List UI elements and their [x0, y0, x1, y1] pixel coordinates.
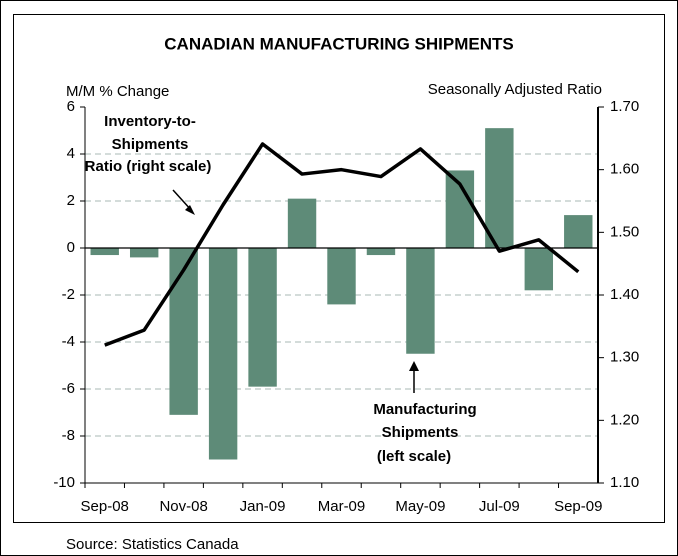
bar	[208, 248, 238, 460]
bar	[129, 248, 159, 258]
x-tick-label: Jan-09	[240, 498, 286, 515]
line	[104, 142, 580, 347]
x-tick-label: Nov-08	[159, 498, 207, 515]
y2-tick-label: 1.30	[610, 349, 639, 366]
annotation: Shipments	[112, 136, 189, 153]
y-tick-label: -10	[53, 474, 75, 491]
annotation: Inventory-to-	[104, 113, 196, 130]
y2-tick-label: 1.40	[610, 286, 639, 303]
y-tick-label: 0	[67, 239, 75, 256]
annotation: Shipments	[382, 424, 459, 441]
y2-tick-label: 1.20	[610, 411, 639, 428]
y2-axis-label: Seasonally Adjusted Ratio	[428, 81, 602, 98]
chart-frame	[13, 14, 665, 523]
annotation: (left scale)	[377, 448, 451, 465]
x-tick-label: May-09	[395, 498, 445, 515]
bar	[169, 248, 198, 415]
bar	[90, 248, 119, 256]
y-tick-label: -6	[62, 380, 75, 397]
bar	[485, 128, 514, 248]
bar	[524, 248, 554, 291]
x-tick-label: Sep-09	[554, 498, 602, 515]
y-tick-label: -8	[62, 427, 75, 444]
annotation: Manufacturing	[373, 401, 476, 418]
y-tick-label: -4	[62, 333, 75, 350]
plot: -10 -8 -6 -4 -2 0 2 4 6 1.10 1.20 1.30 1.40 1.50 1.60 1…	[53, 98, 639, 515]
y-axis-label: M/M % Change	[66, 83, 169, 100]
bar	[564, 215, 593, 248]
annotation-arrowhead	[185, 205, 195, 215]
y-tick-label: -2	[62, 286, 75, 303]
x-tick-label: Mar-09	[318, 498, 366, 515]
annotation-arrowhead	[409, 361, 419, 371]
x-tick-label: Sep-08	[81, 498, 129, 515]
x-tick-label: Jul-09	[479, 498, 520, 515]
y2-tick-label: 1.70	[610, 98, 639, 115]
annotation: Ratio (right scale)	[85, 158, 212, 175]
bar	[287, 198, 317, 248]
bar	[406, 248, 435, 354]
bar	[248, 248, 277, 387]
y-tick-label: 4	[67, 145, 75, 162]
y-tick-label: 2	[67, 192, 75, 209]
chart-title: CANADIAN MANUFACTURING SHIPMENTS	[164, 34, 513, 53]
y-tick-label: 6	[67, 98, 75, 115]
source: Source: Statistics Canada	[66, 536, 239, 553]
bar	[366, 248, 396, 256]
y2-tick-label: 1.10	[610, 474, 639, 491]
y2-tick-label: 1.50	[610, 223, 639, 240]
bar	[327, 248, 356, 305]
y2-tick-label: 1.60	[610, 161, 639, 178]
